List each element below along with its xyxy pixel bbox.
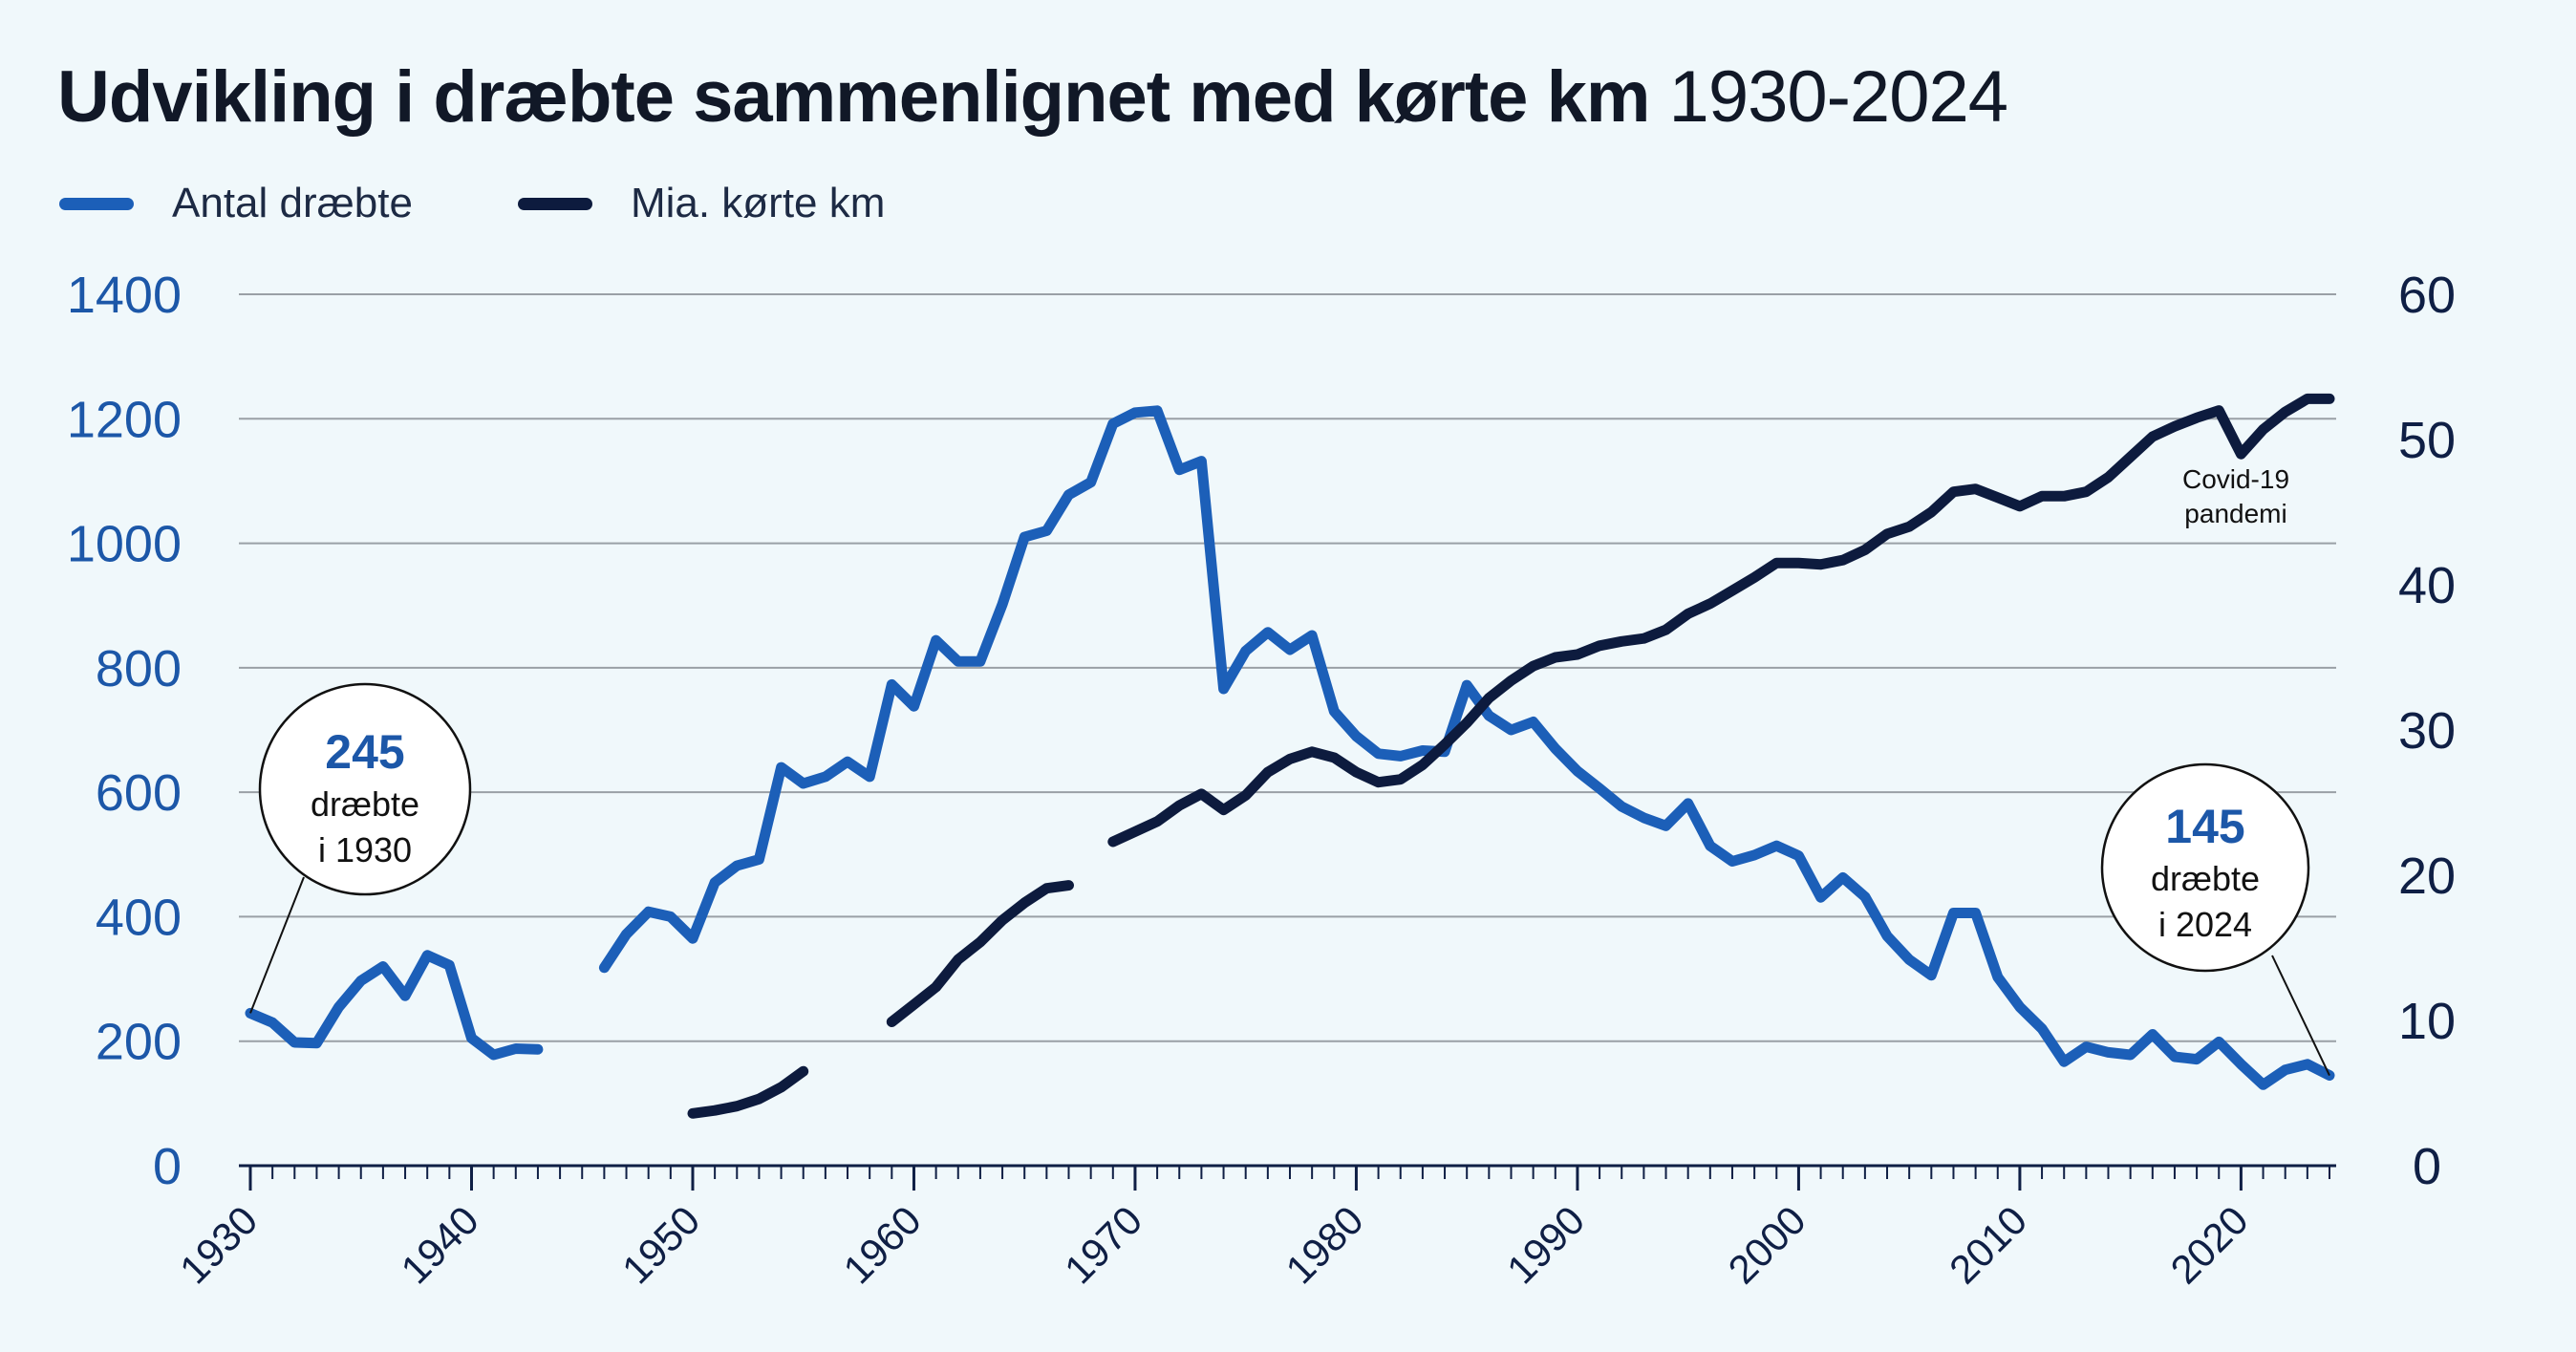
y-right-tick-label: 30 <box>2398 702 2456 760</box>
x-tick-label: 1990 <box>1498 1197 1593 1292</box>
y-left-tick-label: 200 <box>96 1014 182 1071</box>
covid-note-line2: pandemi <box>2184 499 2286 528</box>
y-left-tick-label: 0 <box>153 1138 182 1195</box>
legend: Antal dræbte Mia. kørte km <box>59 180 885 227</box>
callout-1930-circle <box>258 682 472 896</box>
y-left-tick-label: 1000 <box>67 516 182 573</box>
title-period: 1930-2024 <box>1668 56 2008 138</box>
series-line-segment <box>1107 393 2335 848</box>
callout-2024-circle <box>2100 762 2310 973</box>
callout-2024-line2: i 2024 <box>2158 905 2252 944</box>
callout-1930-line2: i 1930 <box>318 830 412 869</box>
y-right-tick-label: 20 <box>2398 848 2456 905</box>
legend-label-deaths: Antal dræbte <box>172 180 413 226</box>
grid <box>239 293 2336 1042</box>
legend-swatch-km <box>517 197 592 210</box>
y-right-tick-label: 40 <box>2398 557 2456 614</box>
title-main: Udvikling i dræbte sammenlignet med kørt… <box>57 56 1650 138</box>
legend-label-km: Mia. kørte km <box>630 180 886 226</box>
series-line-segment <box>886 880 1074 1027</box>
series-line-segment <box>687 1065 809 1119</box>
y-left-tick-label: 1200 <box>67 391 182 448</box>
y-right-tick-label: 10 <box>2398 993 2456 1050</box>
x-tick-label: 1980 <box>1277 1197 1372 1292</box>
callout-2024-leader <box>2271 955 2330 1076</box>
y-right-tick-label: 60 <box>2398 267 2456 324</box>
legend-swatch-deaths <box>59 197 134 210</box>
series-line-segment <box>245 950 544 1061</box>
x-tick-label: 1970 <box>1056 1197 1150 1292</box>
x-tick-label: 1940 <box>393 1197 487 1292</box>
x-tick-label: 2020 <box>2161 1197 2256 1292</box>
x-tick-label: 1950 <box>613 1197 708 1292</box>
legend-item-deaths: Antal dræbte <box>59 180 413 227</box>
chart-title: Udvikling i dræbte sammenlignet med kørt… <box>57 55 2008 139</box>
callout-1930-line1: dræbte <box>311 784 419 824</box>
series-layer <box>245 393 2335 1119</box>
legend-item-km: Mia. kørte km <box>517 180 886 227</box>
series-km <box>687 393 2335 1119</box>
series-deaths <box>245 405 2335 1090</box>
y-right-tick-label: 0 <box>2413 1138 2441 1195</box>
y-left-tick-label: 800 <box>96 640 182 697</box>
y-left-tick-label: 600 <box>96 764 182 822</box>
y-right-tick-label: 50 <box>2398 412 2456 469</box>
x-tick-label: 1960 <box>835 1197 930 1292</box>
callouts: 245 dræbte i 1930 145 dræbte i 2024 Covi… <box>249 464 2330 1076</box>
callout-1930-leader <box>249 876 305 1014</box>
series-line-segment <box>598 405 2335 1090</box>
callout-1930-value: 245 <box>325 725 404 779</box>
callout-2024-line1: dræbte <box>2151 859 2260 898</box>
callout-2024-value: 145 <box>2165 800 2244 853</box>
x-tick-label: 2000 <box>1719 1197 1814 1292</box>
y-left-tick-label: 1400 <box>67 267 182 324</box>
covid-note-line1: Covid-19 <box>2182 464 2289 494</box>
x-tick-label: 2010 <box>1941 1197 2035 1292</box>
y-left-tick-label: 400 <box>96 889 182 946</box>
x-tick-label: 1930 <box>171 1197 266 1292</box>
